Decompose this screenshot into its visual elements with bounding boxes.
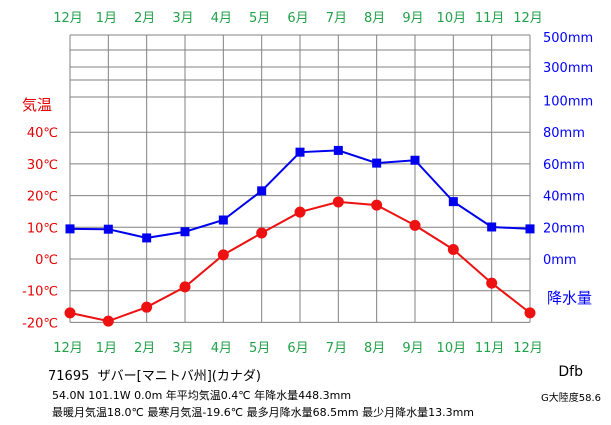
month-label-top: 9月	[402, 11, 423, 26]
month-labels-bottom: 12月 1月 2月 3月 4月 5月 6月 7月 8月 9月 10月 11月 12月	[53, 341, 543, 356]
temperature-point	[179, 281, 191, 293]
month-label-top: 12月	[513, 11, 543, 26]
station-line: 71695 ザバー[マニトバ州](カナダ)	[48, 365, 261, 384]
station-name: ザバー	[97, 369, 137, 384]
temperature-point	[524, 307, 536, 319]
month-label-bottom: 4月	[211, 341, 232, 356]
temperature-tick-label: -20℃	[22, 316, 58, 331]
temperature-axis: 気温 40℃ 30℃ 20℃ 10℃ 0℃ -10℃ -20℃	[22, 96, 58, 331]
temperature-point	[332, 196, 344, 208]
month-label-top: 5月	[249, 11, 270, 26]
koppen-classification: Dfb	[558, 364, 583, 380]
precipitation-tick-label: 80mm	[543, 126, 585, 141]
precipitation-point	[257, 186, 267, 196]
temperature-point	[64, 307, 76, 319]
precipitation-axis-title: 降水量	[547, 289, 592, 307]
precipitation-tick-label: 500mm	[543, 31, 593, 46]
month-label-bottom: 7月	[326, 341, 347, 356]
precipitation-point	[142, 233, 152, 243]
stats-location-line: 54.0N 101.1W 0.0m 年平均気温0.4℃ 年降水量448.3mm	[52, 389, 352, 402]
temperature-point	[256, 227, 268, 239]
month-label-bottom: 10月	[437, 341, 467, 356]
precipitation-tick-label: 60mm	[543, 158, 585, 173]
temperature-point	[102, 315, 114, 327]
temperature-tick-label: 0℃	[35, 253, 58, 268]
precipitation-point	[295, 147, 305, 157]
station-id: 71695	[48, 369, 90, 384]
temperature-point	[294, 206, 306, 218]
continentality-index: G大陸度58.6	[540, 393, 601, 404]
month-labels-top: 12月 1月 2月 3月 4月 5月 6月 7月 8月 9月 10月 11月 12月	[53, 11, 543, 26]
temperature-point	[486, 277, 498, 289]
month-label-top: 6月	[287, 11, 308, 26]
precipitation-point	[333, 145, 343, 155]
month-label-bottom: 12月	[53, 341, 83, 356]
temperature-point	[447, 243, 459, 255]
temperature-point	[217, 249, 229, 261]
month-label-bottom: 2月	[134, 341, 155, 356]
temperature-point	[141, 301, 153, 313]
month-label-bottom: 1月	[96, 341, 117, 356]
precipitation-point	[448, 197, 458, 207]
precipitation-tick-label: 20mm	[543, 221, 585, 236]
month-label-bottom: 6月	[287, 341, 308, 356]
temperature-point	[371, 199, 383, 211]
month-label-bottom: 11月	[475, 341, 505, 356]
temperature-tick-label: 30℃	[27, 158, 58, 173]
precipitation-tick-label: 40mm	[543, 190, 585, 205]
month-label-bottom: 12月	[513, 341, 543, 356]
precipitation-point	[103, 224, 113, 234]
precipitation-axis: 0mm 20mm 40mm 60mm 80mm 100mm 300mm 500mm 降水量	[543, 31, 593, 307]
chart-grid	[69, 34, 531, 323]
month-label-top: 3月	[172, 11, 193, 26]
precipitation-tick-label: 0mm	[543, 253, 577, 268]
month-label-top: 4月	[211, 11, 232, 26]
month-label-bottom: 8月	[364, 341, 385, 356]
month-label-top: 7月	[326, 11, 347, 26]
temperature-tick-label: -10℃	[22, 285, 58, 300]
month-label-bottom: 3月	[172, 341, 193, 356]
temperature-tick-label: 10℃	[27, 221, 58, 236]
precipitation-point	[218, 215, 228, 225]
precipitation-tick-label: 100mm	[543, 95, 593, 110]
month-label-top: 11月	[475, 11, 505, 26]
month-label-bottom: 9月	[402, 341, 423, 356]
temperature-tick-label: 20℃	[27, 190, 58, 205]
stats-extremes-line: 最暖月気温18.0℃ 最寒月気温-19.6℃ 最多月降水量68.5mm 最少月降…	[52, 406, 474, 419]
precipitation-point	[487, 222, 497, 232]
temperature-point	[409, 219, 421, 231]
precipitation-point	[372, 158, 382, 168]
month-label-top: 1月	[96, 11, 117, 26]
temperature-tick-label: 40℃	[27, 126, 58, 141]
month-label-top: 12月	[53, 11, 83, 26]
month-label-top: 8月	[364, 11, 385, 26]
precipitation-point	[65, 224, 75, 234]
month-label-bottom: 5月	[249, 341, 270, 356]
precipitation-point	[410, 155, 420, 165]
precipitation-point	[180, 227, 190, 237]
temperature-axis-title: 気温	[22, 96, 52, 114]
month-label-top: 2月	[134, 11, 155, 26]
station-region: [マニトバ州](カナダ)	[136, 369, 261, 384]
precipitation-series	[65, 145, 535, 243]
precipitation-point	[525, 224, 535, 234]
precipitation-tick-label: 300mm	[543, 61, 593, 76]
temperature-series	[64, 196, 536, 327]
month-label-top: 10月	[437, 11, 467, 26]
